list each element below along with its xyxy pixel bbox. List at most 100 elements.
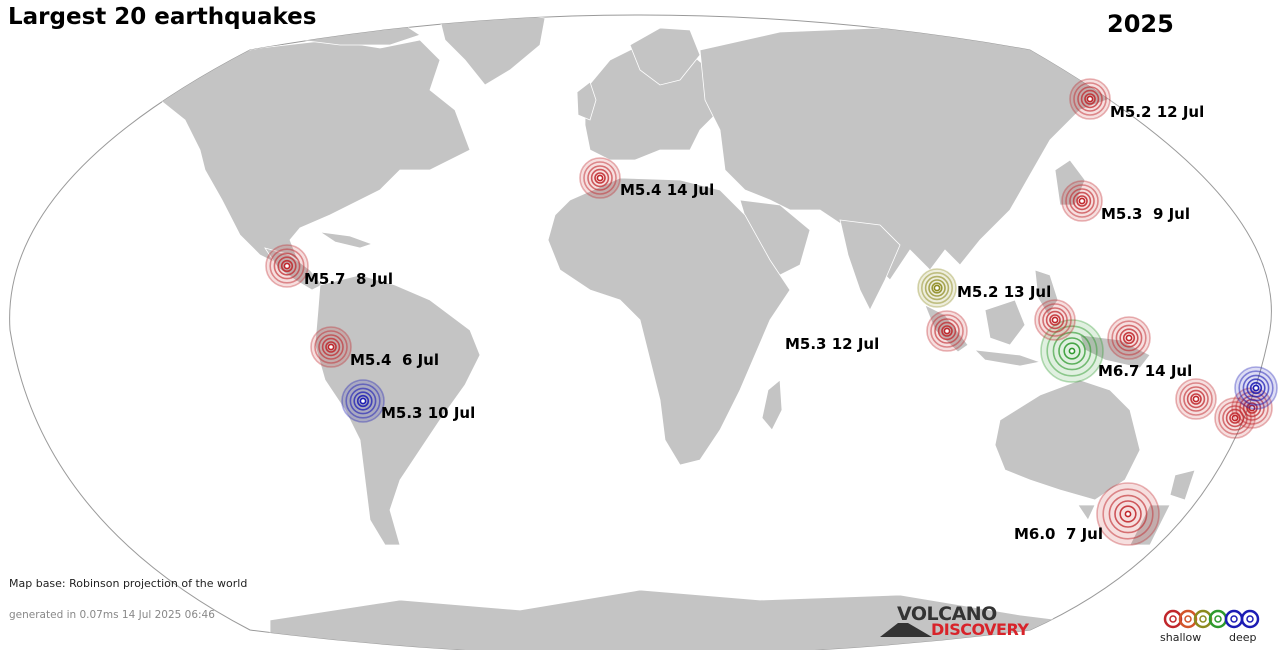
quake-marker-fiji[interactable] — [1234, 366, 1278, 410]
legend-shallow-2-icon — [1178, 609, 1198, 629]
map-base-note: Map base: Robinson projection of the wor… — [9, 577, 248, 590]
africa-landmass — [547, 177, 791, 466]
quake-ring — [1238, 370, 1274, 406]
quake-label-indian-ocean: M5.3 12 Jul — [785, 335, 880, 353]
quake-ring — [1246, 378, 1266, 398]
quake-label-morocco: M5.4 14 Jul — [620, 181, 715, 199]
borneo-landmass — [984, 299, 1026, 346]
quake-ring — [1111, 320, 1147, 356]
quake-center-dot — [1192, 395, 1200, 403]
madagascar-landmass — [761, 379, 783, 431]
quake-ring — [1042, 307, 1068, 333]
quake-ring — [1049, 314, 1061, 326]
quake-ring — [590, 168, 610, 188]
quake-label-kamchatka: M5.2 12 Jul — [1110, 103, 1205, 121]
legend-shallow-icon — [1163, 609, 1183, 629]
quake-center-dot — [1068, 347, 1076, 355]
quake-label-banda-sea: M6.7 14 Jul — [1098, 362, 1193, 380]
volcano-discovery-logo[interactable]: VOLCANO DISCOVERY — [880, 603, 1032, 643]
quake-ring — [1115, 324, 1143, 352]
quake-marker-andaman[interactable] — [917, 268, 957, 308]
quake-marker-bolivia[interactable] — [341, 379, 385, 423]
quake-center-dot — [943, 327, 951, 335]
quake-ring — [930, 314, 964, 348]
quake-ring — [583, 161, 617, 195]
depth-legend: shallow deep — [1158, 607, 1268, 647]
java-landmass — [973, 349, 1042, 367]
quake-ring — [934, 318, 960, 344]
quake-ring — [1058, 337, 1086, 365]
antarctica-landmass — [269, 589, 1101, 650]
quake-label-peru: M5.4 6 Jul — [350, 351, 440, 369]
quake-ring — [277, 256, 297, 276]
quake-ring — [1229, 412, 1241, 424]
quake-ring — [1080, 89, 1100, 109]
quake-ring — [356, 394, 370, 408]
logo-text-discovery: DISCOVERY — [931, 620, 1029, 639]
quake-ring — [920, 271, 953, 304]
uk-landmass — [576, 81, 597, 121]
quake-ring — [353, 391, 373, 411]
quake-ring — [1045, 310, 1065, 330]
quake-ring — [1046, 325, 1098, 377]
quake-ring — [1102, 488, 1154, 540]
quake-ring — [941, 325, 953, 337]
quake-label-japan: M5.3 9 Jul — [1101, 205, 1191, 223]
quake-ring — [1186, 389, 1206, 409]
legend-deepest-icon — [1240, 609, 1260, 629]
quake-marker-vanuatu-1[interactable] — [1214, 397, 1256, 439]
quake-ring — [1084, 93, 1096, 105]
greenland-landmass — [439, 15, 546, 86]
quake-ring — [1077, 86, 1103, 112]
legend-intermediate-icon — [1193, 609, 1213, 629]
new-zealand-landmass — [1129, 469, 1196, 546]
quake-marker-new-zealand[interactable] — [1096, 482, 1160, 546]
map-title: Largest 20 earthquakes — [8, 4, 317, 30]
india-landmass — [839, 219, 901, 311]
quake-center-dot — [1231, 414, 1239, 422]
logo-text-volcano: VOLCANO — [897, 603, 997, 625]
quake-center-dot — [359, 397, 367, 405]
central-america-landmass — [264, 247, 323, 291]
quake-ring — [1063, 342, 1081, 360]
generated-note: generated in 0.07ms 14 Jul 2025 06:46 — [9, 609, 215, 621]
quake-ring — [1119, 328, 1139, 348]
quake-ring — [280, 259, 294, 273]
quake-marker-papua[interactable] — [1107, 316, 1151, 360]
quake-center-dot — [1125, 334, 1133, 342]
quake-marker-central-america[interactable] — [265, 244, 309, 288]
quake-ring — [1225, 408, 1245, 428]
quake-center-dot — [1124, 510, 1132, 518]
quake-marker-banda-sea[interactable] — [1040, 319, 1104, 383]
quake-marker-kamchatka[interactable] — [1069, 78, 1111, 120]
quake-marker-japan[interactable] — [1061, 180, 1103, 222]
quake-ring — [325, 341, 337, 353]
quake-marker-morocco[interactable] — [579, 157, 621, 199]
volcano-icon — [880, 623, 932, 637]
quake-marker-peru[interactable] — [310, 326, 352, 368]
quake-center-dot — [327, 343, 335, 351]
quake-center-dot — [596, 174, 604, 182]
quake-marker-sumatra[interactable] — [926, 310, 968, 352]
caribbean-islands — [319, 231, 374, 249]
quake-center-dot — [933, 284, 941, 292]
quake-marker-mindanao[interactable] — [1034, 299, 1076, 341]
quake-ring — [1052, 331, 1092, 371]
quake-ring — [273, 252, 301, 280]
quake-ring — [587, 165, 613, 191]
quake-marker-solomon[interactable] — [1175, 378, 1217, 420]
quake-ring — [1183, 386, 1209, 412]
quake-ring — [349, 387, 377, 415]
quake-ring — [1242, 374, 1270, 402]
quake-ring — [1122, 331, 1136, 345]
legend-shallow-label: shallow — [1160, 631, 1202, 644]
quake-ring — [1119, 505, 1137, 523]
quake-ring — [1190, 393, 1202, 405]
quake-center-dot — [1248, 404, 1256, 412]
quake-ring — [937, 321, 957, 341]
quake-ring — [1218, 401, 1252, 435]
quake-ring — [594, 172, 606, 184]
quake-ring — [269, 248, 305, 284]
quake-center-dot — [283, 262, 291, 270]
